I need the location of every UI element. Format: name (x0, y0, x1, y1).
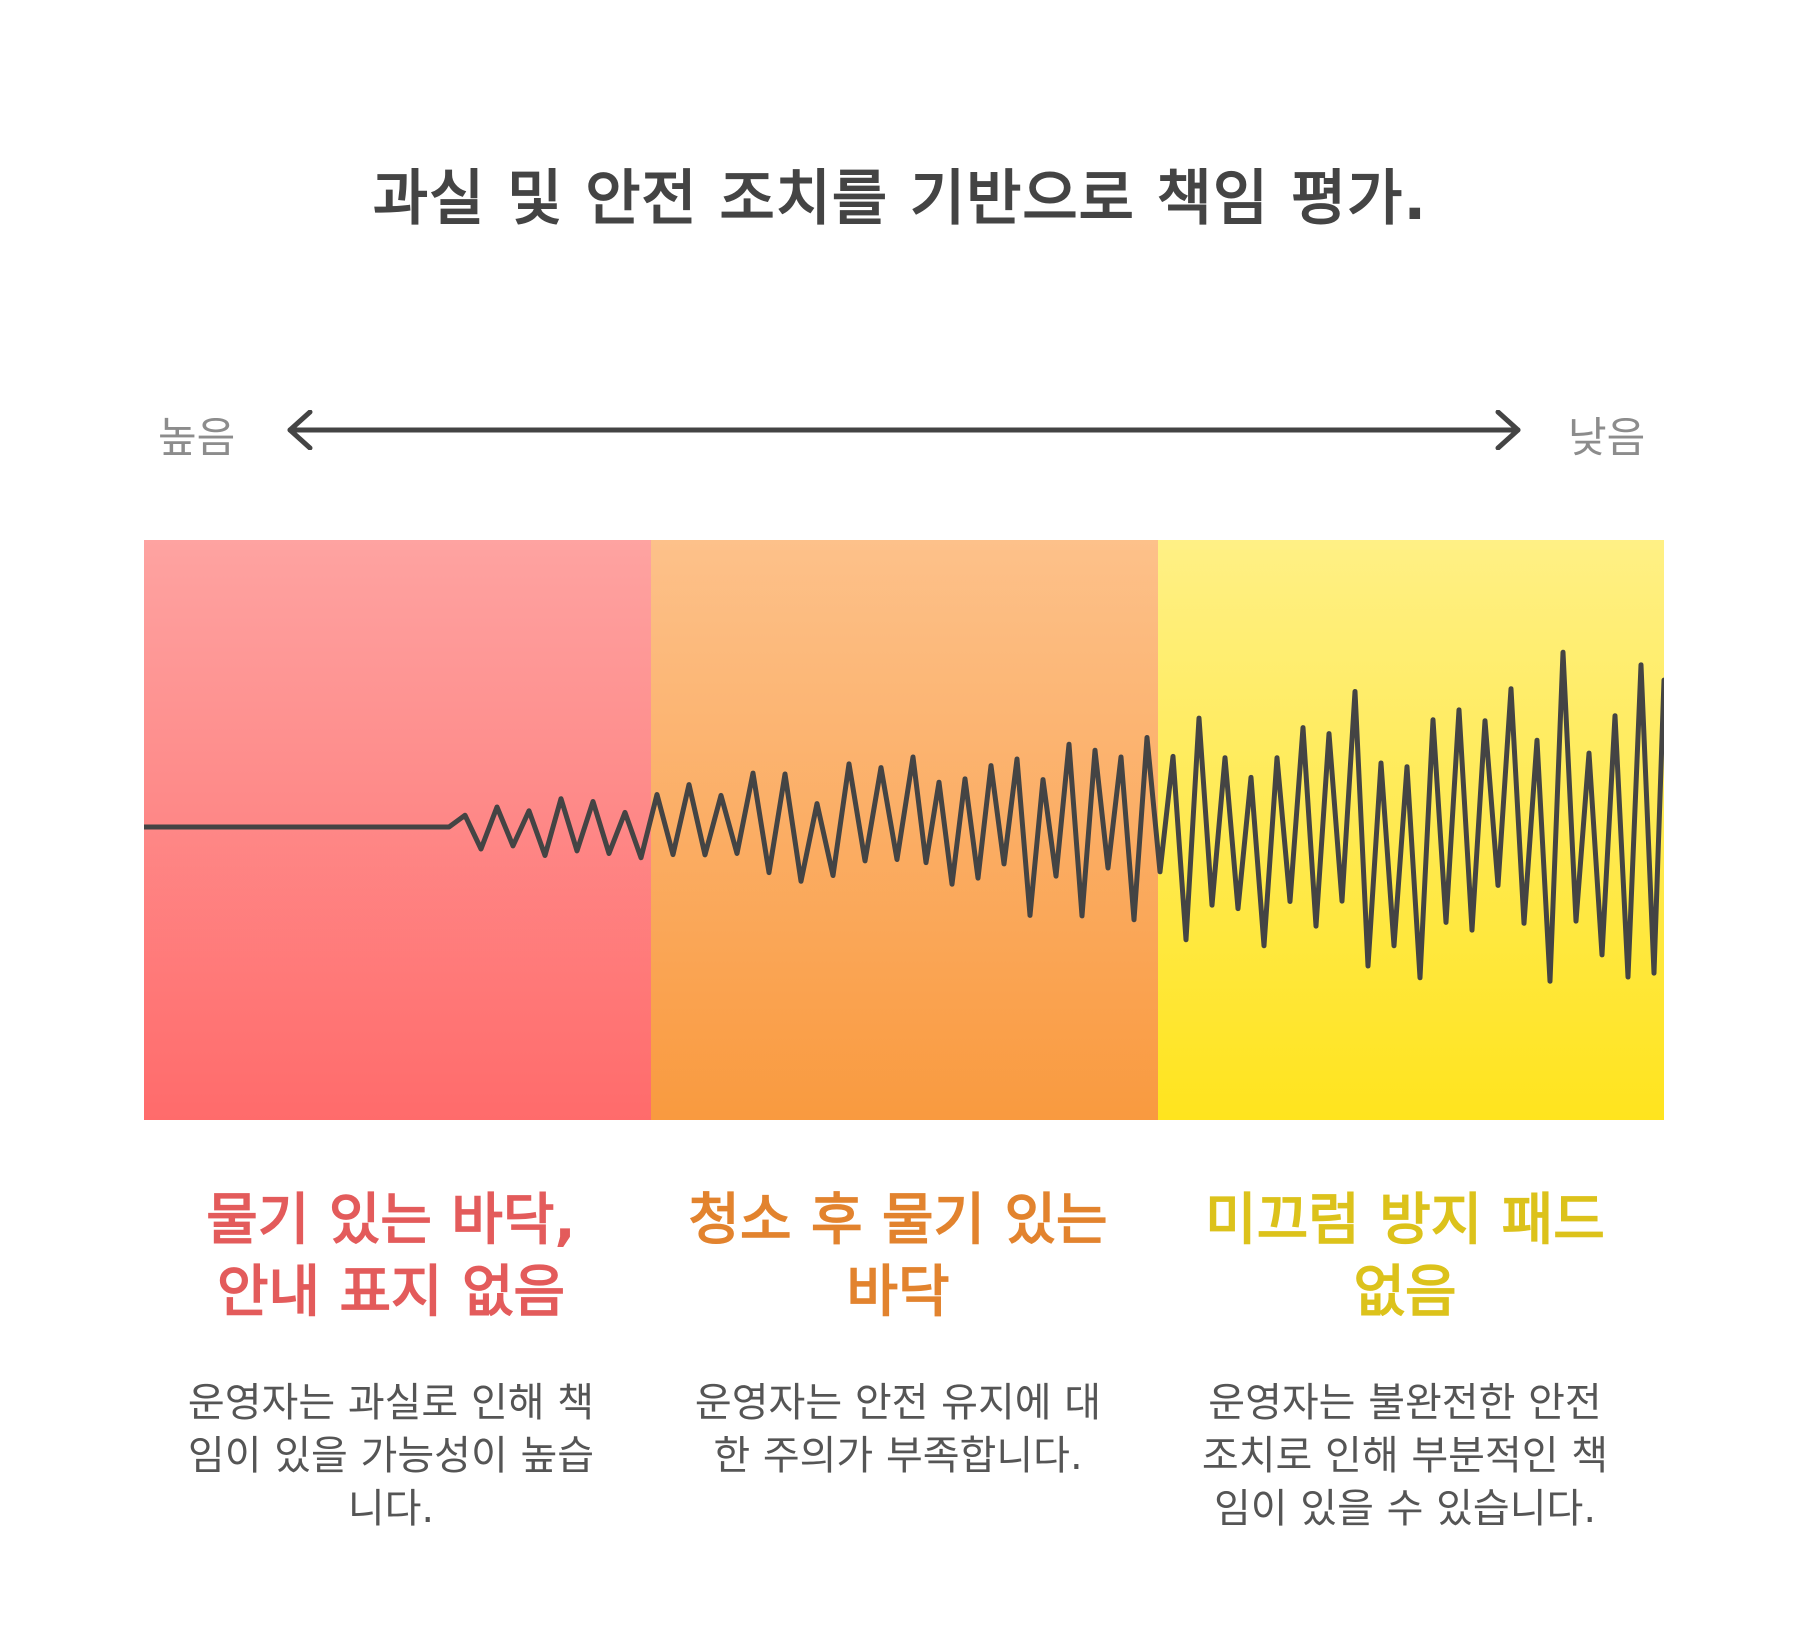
category-title: 물기 있는 바닥, 안내 표지 없음 (206, 1188, 576, 1325)
page-title: 과실 및 안전 조치를 기반으로 책임 평가. (372, 164, 1428, 234)
double-arrow-icon (287, 410, 1521, 450)
band-high-risk (144, 540, 651, 1120)
category-wet-after-cleaning: 청소 후 물기 있는 바닥 운영자는 안전 유지에 대한 주의가 부족합니다. (683, 1185, 1113, 1483)
category-description: 운영자는 과실로 인해 책임이 있을 가능성이 높습니다. (187, 1380, 595, 1532)
category-no-anti-slip-pad: 미끄럼 방지 패드 없음 운영자는 불완전한 안전 조치로 인해 부분적인 책임… (1190, 1185, 1620, 1536)
scale-low-label: 낮음 (1568, 413, 1646, 462)
category-description: 운영자는 안전 유지에 대한 주의가 부족합니다. (694, 1380, 1102, 1479)
waveform-icon (144, 649, 1664, 984)
category-wet-floor-no-sign: 물기 있는 바닥, 안내 표지 없음 운영자는 과실로 인해 책임이 있을 가능… (176, 1185, 606, 1536)
category-title: 미끄럼 방지 패드 없음 (1205, 1188, 1605, 1325)
category-description: 운영자는 불완전한 안전 조치로 인해 부분적인 책임이 있을 수 있습니다. (1201, 1380, 1609, 1532)
category-title: 청소 후 물기 있는 바닥 (688, 1188, 1108, 1325)
scale-high-label: 높음 (158, 413, 236, 462)
